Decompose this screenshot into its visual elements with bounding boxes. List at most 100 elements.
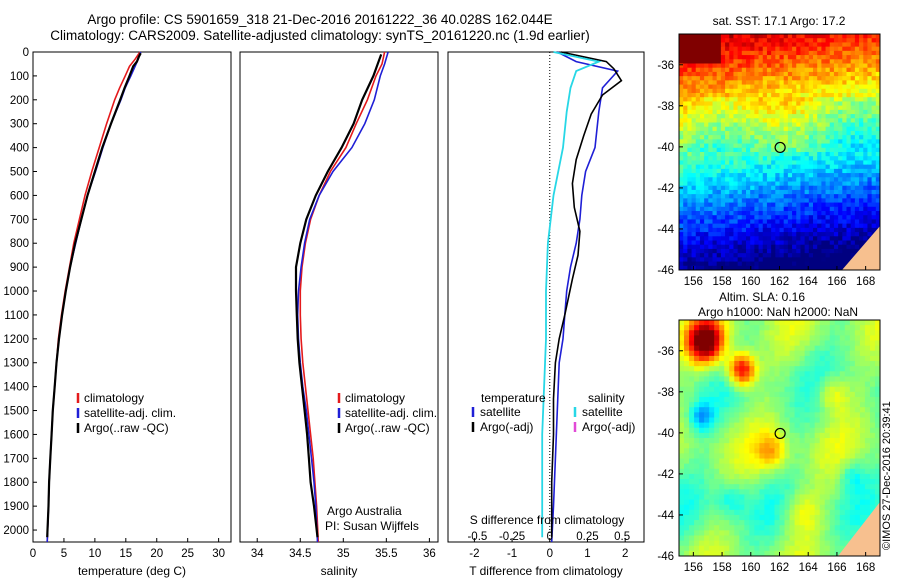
heatmap-cell (833, 227, 839, 233)
heatmap-cell (699, 236, 705, 242)
heatmap-cell (769, 453, 776, 460)
heatmap-cell (799, 422, 806, 429)
heatmap-cell (766, 130, 772, 136)
heatmap-cell (699, 227, 705, 233)
heatmap-cell (838, 198, 843, 204)
heatmap-cell (838, 93, 843, 98)
heatmap-cell (784, 407, 791, 413)
heatmap-cell (729, 265, 735, 270)
heatmap-cell (712, 80, 718, 86)
heatmap-cell (769, 366, 776, 372)
heatmap-cell (842, 147, 848, 153)
heatmap-cell (787, 59, 793, 65)
heatmap-cell (764, 514, 771, 521)
heatmap-cell (817, 248, 822, 254)
heatmap-cell (744, 340, 750, 347)
heatmap-cell (708, 109, 714, 115)
heatmap-cell (854, 34, 860, 39)
heatmap-cell (819, 422, 826, 429)
heatmap-cell (741, 55, 747, 60)
heatmap-cell (800, 236, 806, 242)
heatmap-cell (789, 335, 796, 342)
heatmap-cell (679, 484, 685, 490)
heatmap-cell (779, 160, 785, 166)
heatmap-cell (804, 535, 811, 542)
heatmap-cell (829, 160, 835, 166)
heatmap-cell (708, 143, 714, 149)
heatmap-cell (871, 177, 877, 183)
heatmap-cell (695, 122, 701, 128)
heatmap-cell (704, 494, 710, 501)
heatmap-cell (829, 236, 835, 242)
heatmap-cell (683, 67, 688, 73)
heatmap-cell (849, 422, 856, 429)
heatmap-cell (689, 350, 695, 357)
heatmap-cell (729, 173, 735, 178)
heatmap-cell (834, 535, 841, 542)
heatmap-cell (839, 330, 846, 336)
heatmap-cell (783, 240, 789, 246)
heatmap-cell (867, 232, 873, 237)
heatmap-cell (704, 261, 709, 267)
heatmap-cell (712, 152, 718, 157)
heatmap-cell (784, 540, 791, 547)
heatmap-cell (824, 371, 831, 378)
heatmap-cell (825, 215, 831, 221)
heatmap-cell (771, 253, 776, 258)
heatmap-cell (766, 248, 772, 254)
heatmap-cell (808, 97, 814, 103)
heatmap-cell (854, 417, 861, 424)
heatmap-cell (846, 34, 852, 39)
heatmap-cell (864, 396, 871, 403)
heatmap-cell (800, 215, 806, 221)
heatmap-cell (695, 147, 701, 153)
heatmap-cell (839, 402, 846, 408)
heatmap-cell (787, 232, 793, 237)
heatmap-cell (754, 223, 760, 229)
heatmap-cell (799, 355, 806, 362)
heatmap-cell (869, 371, 876, 378)
heatmap-cell (783, 185, 789, 191)
heatmap-cell (808, 46, 814, 52)
heatmap-cell (839, 325, 846, 331)
heatmap-cell (683, 156, 688, 162)
heatmap-cell (684, 371, 690, 378)
heatmap-cell (789, 438, 796, 444)
heatmap-cell (809, 550, 816, 556)
heatmap-cell (684, 422, 690, 429)
heatmap-cell (744, 530, 750, 537)
heatmap-cell (779, 391, 786, 398)
heatmap-cell (679, 46, 684, 52)
heatmap-cell (699, 202, 705, 208)
heatmap-cell (769, 340, 776, 347)
heatmap-cell (704, 240, 709, 246)
heatmap-cell (725, 71, 730, 77)
heatmap-cell (691, 135, 697, 140)
heatmap-cell (689, 402, 695, 408)
heatmap-cell (737, 248, 743, 254)
heatmap-cell (867, 160, 873, 166)
heatmap-cell (741, 118, 747, 124)
heatmap-cell (720, 194, 726, 199)
heatmap-cell (829, 453, 836, 460)
heatmap-cell (679, 463, 685, 470)
heatmap-cell (814, 422, 821, 429)
heatmap-cell (833, 71, 839, 77)
heatmap-cell (733, 168, 739, 174)
heatmap-cell (691, 50, 697, 56)
heatmap-cell (679, 443, 685, 449)
heatmap-cell (725, 84, 730, 90)
heatmap-cell (874, 453, 880, 460)
heatmap-cell (691, 143, 697, 149)
heatmap-cell (764, 320, 771, 326)
heatmap-cell (864, 381, 871, 388)
heatmap-cell (737, 219, 743, 225)
heatmap-cell (744, 453, 750, 460)
heatmap-cell (849, 335, 856, 342)
x-tick-label: -1 (507, 548, 517, 560)
heatmap-cell (814, 473, 821, 480)
heatmap-cell (834, 407, 841, 413)
heatmap-cell (819, 438, 826, 444)
heatmap-cell (704, 350, 710, 357)
heatmap-cell (687, 168, 693, 174)
